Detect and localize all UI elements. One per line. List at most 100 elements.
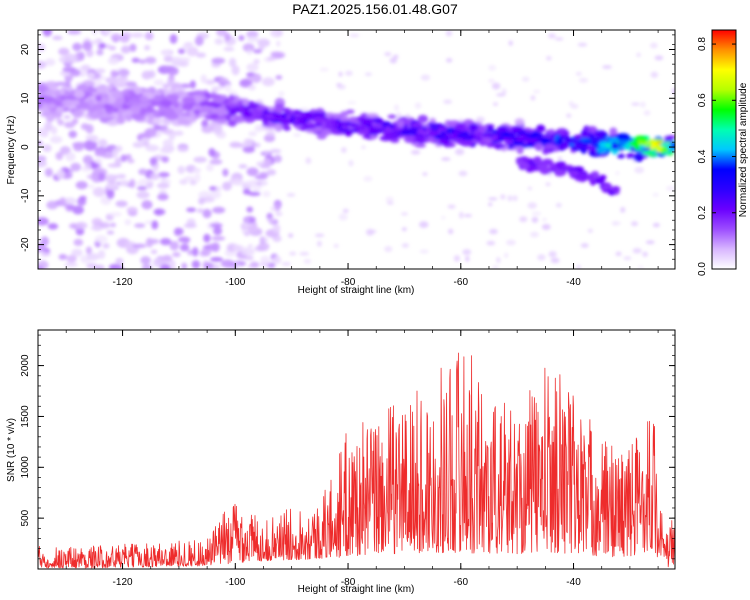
heat-cell bbox=[194, 35, 204, 46]
heat-cell bbox=[166, 79, 175, 87]
heat-cell bbox=[550, 257, 560, 264]
heat-cell bbox=[238, 35, 245, 41]
heat-cell bbox=[280, 107, 291, 113]
heat-cell bbox=[82, 41, 93, 51]
heat-cell bbox=[90, 40, 101, 45]
heat-cell bbox=[293, 133, 301, 137]
heat-cell bbox=[253, 49, 263, 54]
heat-cell bbox=[257, 38, 271, 48]
heat-cell bbox=[272, 223, 281, 234]
heat-cell bbox=[129, 43, 137, 52]
heat-cell bbox=[492, 265, 499, 269]
heat-cell bbox=[634, 166, 645, 174]
heat-cell bbox=[262, 190, 271, 198]
heat-cell bbox=[75, 180, 88, 190]
heat-cell bbox=[661, 147, 669, 153]
heat-cell bbox=[426, 127, 432, 132]
heat-cell bbox=[187, 249, 194, 256]
heat-cell bbox=[577, 42, 588, 47]
heat-cell bbox=[64, 74, 74, 82]
heat-cell bbox=[110, 69, 118, 78]
heat-cell bbox=[602, 65, 612, 69]
heat-cell bbox=[623, 256, 632, 261]
heat-cell bbox=[211, 236, 226, 241]
heat-cell bbox=[429, 117, 436, 122]
heat-cell bbox=[110, 33, 122, 42]
heat-cell bbox=[587, 173, 595, 182]
heat-cell bbox=[441, 157, 451, 161]
heat-cell bbox=[532, 156, 542, 165]
heat-cell bbox=[505, 239, 516, 246]
heat-cell bbox=[514, 118, 525, 126]
heat-cell bbox=[331, 113, 341, 119]
heat-cell bbox=[186, 207, 197, 213]
y-tick-label: 10 bbox=[20, 92, 31, 104]
heat-cell bbox=[177, 48, 186, 55]
x-tick-label: -40 bbox=[566, 277, 581, 288]
heat-cell bbox=[86, 86, 95, 92]
heat-cell bbox=[44, 80, 59, 88]
heat-cell bbox=[183, 223, 197, 229]
heat-cell bbox=[594, 129, 606, 137]
heat-cell bbox=[58, 47, 70, 56]
heat-cell bbox=[135, 181, 147, 186]
heat-cell bbox=[620, 206, 626, 213]
x-tick-label: -60 bbox=[454, 577, 469, 588]
y-tick-label: 20 bbox=[20, 44, 31, 56]
heat-cell bbox=[462, 135, 474, 141]
heat-cell bbox=[202, 245, 211, 250]
heat-cell bbox=[417, 128, 424, 133]
heat-cell bbox=[260, 255, 271, 266]
heat-cell bbox=[131, 57, 140, 63]
heat-cell bbox=[124, 219, 132, 226]
heat-cell bbox=[261, 238, 269, 242]
heat-cell bbox=[70, 162, 82, 172]
heat-cell bbox=[155, 90, 163, 96]
heat-cell bbox=[42, 144, 52, 153]
heat-cell bbox=[104, 104, 114, 113]
heat-cell bbox=[205, 101, 218, 107]
heat-cell bbox=[144, 45, 151, 51]
heat-cell bbox=[177, 119, 190, 125]
snr-panel: -120 -100 -80 -60 -40 500 1000 1500 2000 Height… bbox=[6, 329, 676, 595]
x-tick-label: -60 bbox=[454, 277, 469, 288]
heat-cell bbox=[106, 189, 115, 200]
heat-cell bbox=[245, 217, 250, 223]
heat-cell bbox=[447, 204, 456, 209]
x-tick-label: -100 bbox=[225, 577, 245, 588]
heat-cell bbox=[104, 44, 112, 49]
heat-cell bbox=[183, 42, 194, 47]
heat-cell bbox=[212, 206, 226, 214]
heat-cell bbox=[542, 218, 547, 222]
heat-cell bbox=[275, 211, 283, 217]
heat-cell bbox=[145, 144, 159, 152]
heat-cell bbox=[152, 162, 159, 172]
colorbar-tick-label: 0.4 bbox=[697, 149, 708, 163]
heat-cell bbox=[576, 264, 581, 269]
heat-cell bbox=[222, 168, 229, 177]
heat-cell bbox=[443, 99, 453, 105]
heat-cell bbox=[59, 197, 66, 205]
heat-cell bbox=[149, 157, 158, 165]
heat-cell bbox=[369, 127, 381, 133]
heat-cell bbox=[274, 122, 283, 132]
heat-cell bbox=[244, 231, 250, 237]
heat-cell bbox=[200, 74, 207, 84]
x-tick-label: -100 bbox=[225, 277, 245, 288]
heat-cell bbox=[557, 136, 564, 142]
heat-cell bbox=[502, 136, 509, 141]
heat-cell bbox=[650, 71, 659, 78]
heat-cell bbox=[542, 148, 550, 155]
heat-cell bbox=[617, 133, 631, 142]
heat-cell bbox=[198, 197, 205, 205]
heat-cell bbox=[66, 204, 77, 211]
heat-cell bbox=[189, 180, 197, 186]
heat-cell bbox=[475, 116, 485, 124]
heat-cell bbox=[255, 105, 267, 111]
heat-cell bbox=[272, 113, 284, 118]
heat-cell bbox=[278, 91, 285, 97]
heat-cell bbox=[578, 77, 589, 83]
heat-cell bbox=[531, 216, 539, 223]
heat-cell bbox=[659, 142, 670, 147]
heat-cell bbox=[211, 57, 226, 64]
